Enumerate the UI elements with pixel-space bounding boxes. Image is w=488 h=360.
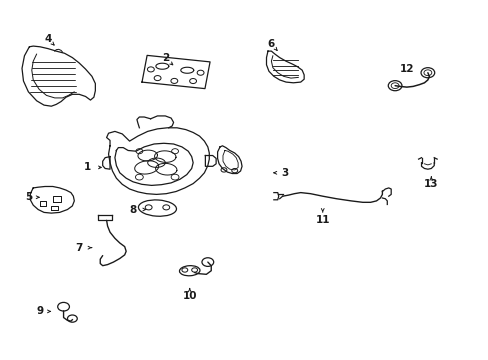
Text: 11: 11 (315, 215, 329, 225)
Text: 4: 4 (44, 34, 52, 44)
Text: 2: 2 (162, 53, 168, 63)
Text: 13: 13 (423, 179, 438, 189)
Text: 6: 6 (267, 39, 274, 49)
Text: 7: 7 (75, 243, 83, 253)
Text: 3: 3 (281, 168, 287, 178)
Text: 12: 12 (399, 64, 413, 74)
Text: 1: 1 (83, 162, 90, 172)
Text: 10: 10 (182, 291, 197, 301)
Text: 9: 9 (37, 306, 43, 316)
Text: 8: 8 (129, 204, 136, 215)
Text: 5: 5 (25, 192, 32, 202)
